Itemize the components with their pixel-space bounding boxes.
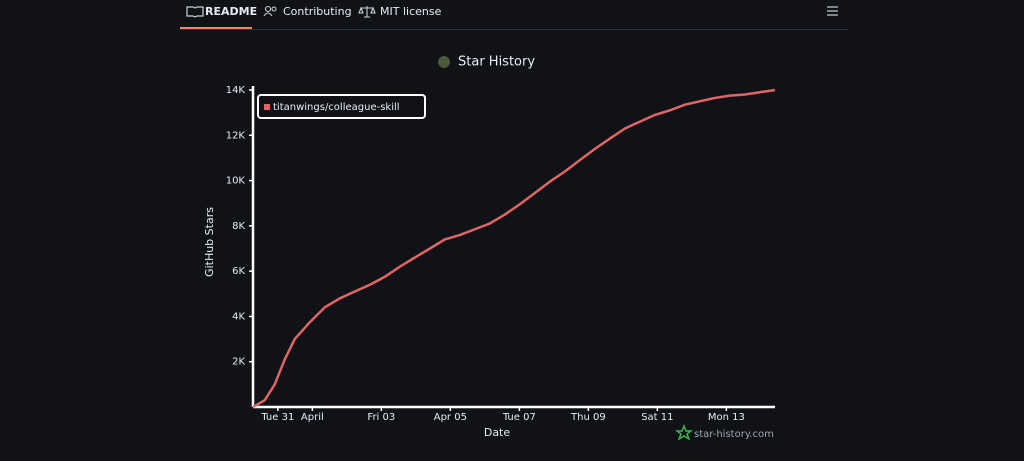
law-icon (358, 6, 376, 18)
x-tick-label: Tue 07 (502, 412, 536, 423)
tab-license[interactable]: MIT license (380, 5, 442, 18)
people-icon (263, 5, 277, 17)
y-tick-label: 12K (226, 130, 246, 141)
x-tick-label: Mon 13 (708, 412, 745, 423)
y-tick-label: 14K (226, 85, 246, 96)
y-tick-label: 6K (232, 266, 245, 277)
logo (438, 56, 450, 68)
legend-label: titanwings/colleague-skill (273, 102, 400, 113)
x-tick-label: Fri 03 (367, 412, 395, 423)
plot: 2K 4K 6K 8K 10K 12K 14K Tue 31 April Fri 03 Apr 05… (226, 85, 776, 423)
outline-icon[interactable] (827, 6, 838, 16)
y-tick-label: 2K (232, 357, 245, 368)
x-tick-label: Tue 31 (260, 412, 294, 423)
tab-bar: README Contributing MIT license (180, 5, 848, 30)
x-tick-label: April (301, 412, 324, 423)
y-tick-label: 4K (232, 311, 245, 322)
x-tick-label: Thu 09 (570, 412, 606, 423)
tab-contributing[interactable]: Contributing (283, 5, 352, 18)
tab-readme[interactable]: README (205, 5, 257, 18)
x-axis-label: Date (484, 426, 511, 439)
watermark: star-history.com (694, 429, 774, 440)
active-tab-indicator (180, 27, 252, 29)
y-tick-label: 8K (232, 221, 245, 232)
book-icon (186, 6, 204, 18)
chart-title: Star History (458, 55, 535, 70)
x-tick-label: Apr 05 (434, 412, 467, 423)
line (252, 88, 776, 409)
watermark-icon (674, 424, 694, 441)
y-axis-label: GitHub Stars (203, 207, 216, 277)
x-tick-label: Sat 11 (641, 412, 673, 423)
legend-swatch (264, 104, 270, 110)
y-tick-label: 10K (226, 176, 246, 187)
legend-box (257, 94, 426, 119)
